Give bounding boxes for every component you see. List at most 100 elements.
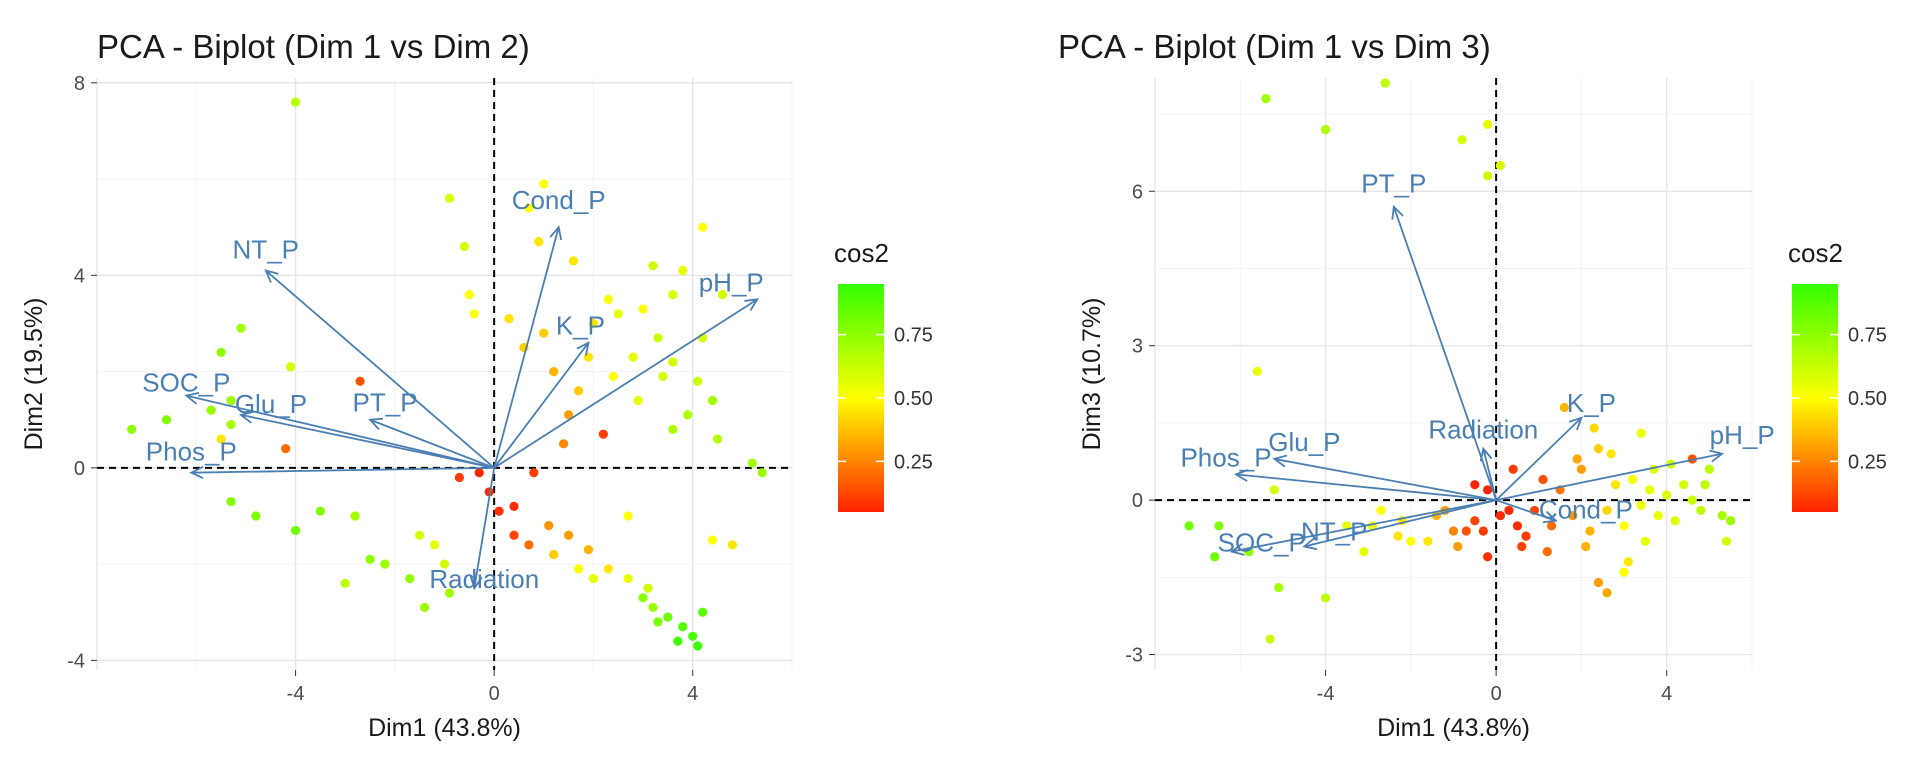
data-point bbox=[1679, 480, 1689, 490]
variable-arrow-pt_p bbox=[1392, 206, 1497, 501]
legend-tick-label: 0.50 bbox=[1848, 388, 1887, 410]
data-point bbox=[1393, 531, 1403, 541]
data-point bbox=[1252, 366, 1262, 377]
data-point bbox=[1508, 464, 1518, 474]
data-point bbox=[1662, 490, 1672, 500]
data-point bbox=[648, 602, 658, 613]
data-point bbox=[290, 525, 301, 536]
x-tick-label: 4 bbox=[1661, 683, 1672, 705]
arrow-head bbox=[576, 341, 590, 356]
data-point bbox=[286, 362, 296, 372]
data-point bbox=[673, 636, 683, 646]
data-point bbox=[608, 371, 618, 382]
y-tick-label: 0 bbox=[74, 458, 85, 480]
y-tick-label: -4 bbox=[67, 650, 85, 672]
data-point bbox=[1320, 593, 1331, 603]
data-point bbox=[1376, 505, 1386, 516]
data-point bbox=[350, 511, 360, 521]
data-point bbox=[1483, 171, 1493, 181]
data-point bbox=[365, 554, 375, 564]
data-point bbox=[1636, 428, 1646, 438]
data-point bbox=[1504, 505, 1514, 516]
variable-arrow-nt_p bbox=[265, 269, 495, 469]
variable-arrow-phos_p bbox=[191, 466, 495, 474]
variable-label-nt_p: NT_P bbox=[1301, 516, 1367, 546]
data-point bbox=[1495, 510, 1506, 521]
data-point bbox=[1483, 552, 1493, 562]
data-point bbox=[653, 617, 663, 627]
variable-label-soc_p: SOC_P bbox=[1218, 528, 1306, 558]
data-point bbox=[1512, 521, 1523, 531]
arrow-head bbox=[368, 417, 384, 430]
variable-arrow-nt_p bbox=[1304, 499, 1497, 548]
variable-arrow-soc_p bbox=[186, 394, 495, 469]
data-point bbox=[1521, 531, 1531, 541]
data-point bbox=[281, 444, 291, 454]
data-point bbox=[459, 241, 469, 252]
data-point bbox=[1559, 402, 1569, 413]
data-point bbox=[444, 193, 455, 203]
data-point bbox=[380, 559, 390, 569]
x-axis-title: Dim1 (43.8%) bbox=[1377, 714, 1530, 742]
data-point bbox=[1628, 474, 1638, 485]
arrow-head bbox=[1302, 537, 1318, 551]
data-point bbox=[727, 540, 738, 550]
variable-arrow-ph_p bbox=[1495, 452, 1723, 502]
variable-label-k_p: K_P bbox=[1567, 388, 1616, 418]
data-point bbox=[1542, 547, 1552, 557]
arrow-head bbox=[1542, 510, 1558, 524]
data-point bbox=[1619, 521, 1629, 531]
data-point bbox=[603, 564, 613, 574]
variable-arrow-cond_p bbox=[493, 226, 560, 469]
y-tick-label: 4 bbox=[74, 265, 85, 287]
data-point bbox=[623, 573, 633, 584]
data-point bbox=[524, 540, 534, 550]
variable-label-radiation: Radiation bbox=[429, 564, 539, 594]
data-point bbox=[1593, 577, 1604, 588]
data-point bbox=[1406, 536, 1416, 546]
data-point bbox=[1602, 588, 1612, 598]
data-point bbox=[127, 424, 137, 434]
arrow-head bbox=[184, 391, 200, 405]
data-point bbox=[251, 511, 261, 521]
data-point bbox=[534, 237, 544, 247]
data-point bbox=[474, 468, 484, 478]
data-point bbox=[1670, 516, 1680, 526]
data-point bbox=[638, 593, 648, 603]
data-point bbox=[1261, 93, 1271, 104]
data-point bbox=[529, 468, 539, 478]
data-point bbox=[1623, 557, 1633, 567]
variable-label-cond_p: Cond_P bbox=[1539, 495, 1633, 525]
chart-title: PCA - Biplot (Dim 1 vs Dim 3) bbox=[1058, 28, 1491, 65]
y-axis-title: Dim2 (19.5%) bbox=[20, 298, 48, 451]
data-point bbox=[454, 472, 464, 483]
variable-label-k_p: K_P bbox=[556, 311, 605, 341]
data-point bbox=[1320, 124, 1331, 135]
variable-label-cond_p: Cond_P bbox=[512, 185, 606, 215]
data-point bbox=[1687, 495, 1697, 505]
data-point bbox=[1483, 485, 1493, 495]
data-point bbox=[1380, 78, 1390, 88]
data-point bbox=[444, 588, 455, 598]
data-point bbox=[707, 535, 718, 545]
data-point bbox=[1568, 510, 1578, 521]
data-point bbox=[1581, 541, 1591, 552]
x-axis-title: Dim1 (43.8%) bbox=[368, 714, 521, 742]
data-point bbox=[698, 222, 708, 232]
variable-arrow-ph_p bbox=[493, 298, 758, 469]
data-point bbox=[1593, 444, 1604, 454]
data-point bbox=[226, 395, 236, 406]
variable-label-glu_p: Glu_P bbox=[235, 389, 307, 419]
data-point bbox=[598, 429, 608, 439]
data-point bbox=[1653, 510, 1663, 521]
arrow-head bbox=[1568, 416, 1583, 431]
data-point bbox=[1576, 464, 1587, 474]
data-point bbox=[464, 289, 474, 300]
y-tick-label: 6 bbox=[1132, 181, 1143, 203]
data-point bbox=[1470, 516, 1480, 526]
data-point bbox=[693, 641, 703, 651]
legend-tick-label: 0.25 bbox=[1848, 451, 1887, 473]
